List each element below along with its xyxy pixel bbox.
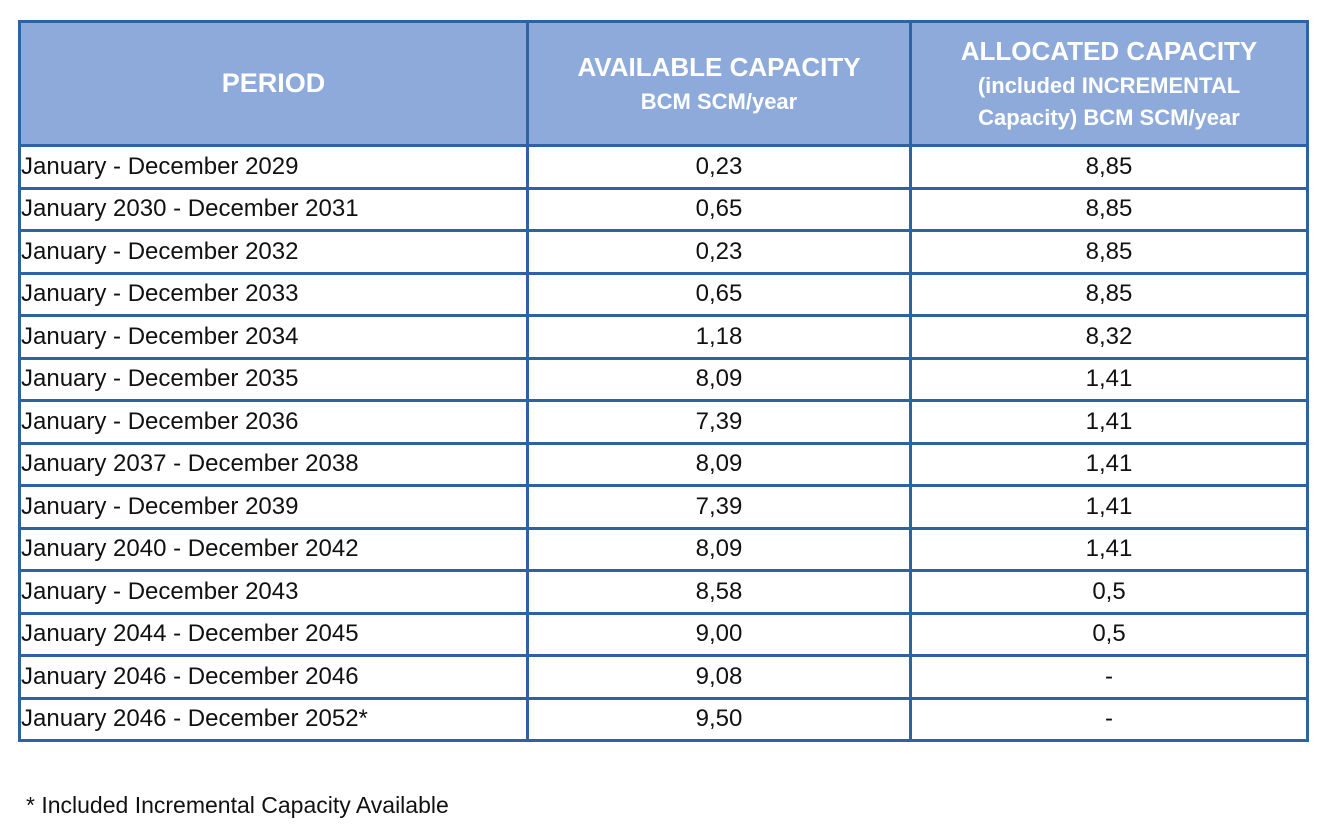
available-capacity-cell: 0,23 <box>526 144 912 190</box>
available-capacity-cell: 1,18 <box>526 314 912 360</box>
period-cell: January 2044 - December 2045 <box>18 611 529 657</box>
available-capacity-title: AVAILABLE CAPACITY <box>577 51 861 82</box>
available-capacity-column-header: AVAILABLE CAPACITY BCM SCM/year <box>526 20 912 147</box>
table-row: January 2040 - December 2042 8,09 1,41 <box>18 526 1309 572</box>
table-row: January 2046 - December 2046 9,08 - <box>18 654 1309 700</box>
available-capacity-cell: 0,65 <box>526 271 912 317</box>
available-capacity-unit: BCM SCM/year <box>640 89 798 115</box>
available-capacity-cell: 8,09 <box>526 526 912 572</box>
allocated-capacity-cell: 0,5 <box>909 611 1309 657</box>
available-capacity-cell: 7,39 <box>526 399 912 445</box>
allocated-capacity-title: ALLOCATED CAPACITY <box>960 35 1258 66</box>
period-cell: January - December 2043 <box>18 569 529 615</box>
table-row: January 2030 - December 2031 0,65 8,85 <box>18 186 1309 232</box>
allocated-capacity-column-header: ALLOCATED CAPACITY (included INCREMENTAL… <box>909 20 1309 147</box>
allocated-capacity-cell: 8,32 <box>909 314 1309 360</box>
table-row: January - December 2029 0,23 8,85 <box>18 144 1309 190</box>
table-row: January - December 2039 7,39 1,41 <box>18 484 1309 530</box>
allocated-capacity-cell: 8,85 <box>909 144 1309 190</box>
capacity-table: PERIOD AVAILABLE CAPACITY BCM SCM/year A… <box>18 20 1309 742</box>
period-column-header: PERIOD <box>18 20 529 147</box>
allocated-capacity-cell: 8,85 <box>909 186 1309 232</box>
period-cell: January 2040 - December 2042 <box>18 526 529 572</box>
table-row: January 2037 - December 2038 8,09 1,41 <box>18 441 1309 487</box>
table-row: January - December 2036 7,39 1,41 <box>18 399 1309 445</box>
allocated-capacity-cell: 8,85 <box>909 271 1309 317</box>
period-cell: January - December 2034 <box>18 314 529 360</box>
allocated-capacity-note-line2: Capacity) BCM SCM/year <box>978 105 1240 131</box>
available-capacity-cell: 9,08 <box>526 654 912 700</box>
period-cell: January 2046 - December 2046 <box>18 654 529 700</box>
period-cell: January - December 2032 <box>18 229 529 275</box>
table-header: PERIOD AVAILABLE CAPACITY BCM SCM/year A… <box>18 20 1309 147</box>
table-row: January - December 2034 1,18 8,32 <box>18 314 1309 360</box>
allocated-capacity-cell: 1,41 <box>909 484 1309 530</box>
available-capacity-cell: 9,50 <box>526 696 912 742</box>
table-row: January 2046 - December 2052* 9,50 - <box>18 696 1309 742</box>
period-header-label: PERIOD <box>221 67 326 98</box>
available-capacity-cell: 8,09 <box>526 441 912 487</box>
footnote: * Included Incremental Capacity Availabl… <box>26 792 449 818</box>
table-row: January - December 2033 0,65 8,85 <box>18 271 1309 317</box>
period-cell: January - December 2033 <box>18 271 529 317</box>
period-cell: January 2037 - December 2038 <box>18 441 529 487</box>
period-cell: January 2030 - December 2031 <box>18 186 529 232</box>
table-row: January 2044 - December 2045 9,00 0,5 <box>18 611 1309 657</box>
available-capacity-cell: 8,58 <box>526 569 912 615</box>
allocated-capacity-cell: 1,41 <box>909 356 1309 402</box>
allocated-capacity-note-line1: (included INCREMENTAL <box>977 73 1241 99</box>
allocated-capacity-cell: 1,41 <box>909 441 1309 487</box>
table-row: January - December 2043 8,58 0,5 <box>18 569 1309 615</box>
available-capacity-cell: 8,09 <box>526 356 912 402</box>
allocated-capacity-cell: 8,85 <box>909 229 1309 275</box>
header-row: PERIOD AVAILABLE CAPACITY BCM SCM/year A… <box>18 20 1309 147</box>
allocated-capacity-cell: 1,41 <box>909 399 1309 445</box>
table-body: January - December 2029 0,23 8,85 Januar… <box>18 144 1309 742</box>
available-capacity-cell: 7,39 <box>526 484 912 530</box>
available-capacity-cell: 9,00 <box>526 611 912 657</box>
allocated-capacity-cell: 1,41 <box>909 526 1309 572</box>
allocated-capacity-cell: - <box>909 696 1309 742</box>
available-capacity-cell: 0,23 <box>526 229 912 275</box>
table-row: January - December 2035 8,09 1,41 <box>18 356 1309 402</box>
period-cell: January - December 2029 <box>18 144 529 190</box>
available-capacity-cell: 0,65 <box>526 186 912 232</box>
table-row: January - December 2032 0,23 8,85 <box>18 229 1309 275</box>
period-cell: January - December 2035 <box>18 356 529 402</box>
allocated-capacity-cell: 0,5 <box>909 569 1309 615</box>
period-cell: January 2046 - December 2052* <box>18 696 529 742</box>
period-cell: January - December 2039 <box>18 484 529 530</box>
allocated-capacity-cell: - <box>909 654 1309 700</box>
period-cell: January - December 2036 <box>18 399 529 445</box>
